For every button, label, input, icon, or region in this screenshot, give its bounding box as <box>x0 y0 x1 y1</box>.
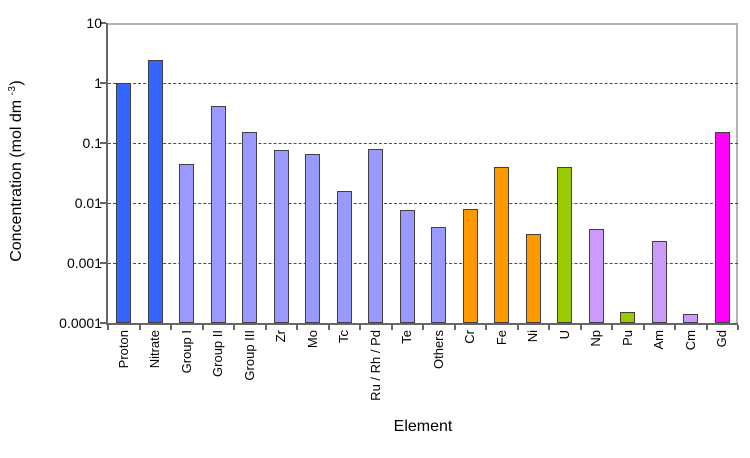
gridline <box>108 263 738 264</box>
y-tick-label: 0.01 <box>74 195 102 211</box>
bar-zr <box>273 150 289 323</box>
x-axis-tick <box>359 325 361 330</box>
category-label-proton: Proton <box>115 330 131 369</box>
y-axis-tick <box>100 202 106 204</box>
y-axis-title-close: ) <box>8 80 25 86</box>
y-tick-label: 10 <box>86 15 102 31</box>
bar-pu <box>620 312 636 323</box>
category-label-nitrate: Nitrate <box>147 330 163 369</box>
x-axis-tick <box>107 325 109 330</box>
y-tick-label: 0.1 <box>82 135 102 151</box>
x-axis-tick <box>201 325 204 330</box>
bar-ni <box>525 234 541 323</box>
bar-group-ii <box>210 105 226 323</box>
x-axis-tick <box>548 325 550 330</box>
bar-others <box>431 226 447 323</box>
x-axis-tick <box>233 325 235 330</box>
y-axis-title-text: Concentration (mol dm <box>8 95 25 262</box>
bar-nitrate <box>147 60 163 323</box>
category-label-group-iii: Group III <box>241 330 257 381</box>
x-axis-tick <box>516 325 519 330</box>
bar-ru-rh-pd <box>368 148 384 323</box>
category-label-fe: Fe <box>493 330 509 346</box>
bar-cm <box>683 314 699 323</box>
category-label-cm: Cm <box>682 330 698 351</box>
category-label-gd: Gd <box>714 330 730 348</box>
y-tick-label: 0.001 <box>66 255 102 271</box>
x-axis-tick <box>296 325 298 330</box>
y-tick-label: 0.0001 <box>59 315 102 331</box>
category-label-group-i: Group I <box>178 330 194 374</box>
x-axis-tick <box>642 325 645 330</box>
y-axis-tick <box>100 142 106 144</box>
x-axis-tick <box>390 325 393 330</box>
category-label-others: Others <box>430 330 446 370</box>
category-label-ni: Ni <box>525 330 541 343</box>
x-axis-tick <box>138 325 141 330</box>
x-axis-tick <box>674 325 676 330</box>
bar-am <box>651 241 667 323</box>
category-label-group-ii: Group II <box>210 330 226 377</box>
y-axis-tick <box>100 262 106 264</box>
bar-te <box>399 210 415 323</box>
x-axis-tick <box>611 325 613 330</box>
y-axis-title: Concentration (mol dm -3) <box>7 21 30 321</box>
category-label-zr: Zr <box>273 330 289 343</box>
x-axis-tick <box>264 325 267 330</box>
gridline <box>108 203 738 204</box>
y-tick-label: 1 <box>94 75 102 91</box>
x-axis-tick <box>737 325 739 330</box>
bar-tc <box>336 190 352 323</box>
y-axis-tick <box>100 82 106 84</box>
y-axis-tick <box>100 22 106 24</box>
category-label-tc: Tc <box>336 330 352 343</box>
y-axis-tick <box>100 322 106 324</box>
bar-np <box>588 228 604 323</box>
plot-area <box>108 23 738 323</box>
x-axis-title: Element <box>393 418 453 435</box>
gridline <box>108 83 738 84</box>
category-label-am: Am <box>651 330 667 350</box>
category-label-pu: Pu <box>619 330 635 346</box>
category-label-te: Te <box>399 330 415 344</box>
y-axis-title-superscript: -3 <box>7 85 18 96</box>
category-label-u: U <box>556 330 572 340</box>
x-axis-tick <box>579 325 582 330</box>
bar-fe <box>494 166 510 323</box>
x-axis-line <box>106 323 738 325</box>
bar-proton <box>116 83 132 323</box>
bar-u <box>557 166 573 323</box>
bar-group-i <box>179 163 195 323</box>
x-axis-tick <box>705 325 708 330</box>
bar-gd <box>714 132 730 323</box>
x-axis-tick <box>453 325 456 330</box>
bar-mo <box>305 153 321 323</box>
category-label-np: Np <box>588 330 604 347</box>
y-axis-line <box>106 23 108 325</box>
x-axis-tick <box>422 325 424 330</box>
gridline <box>108 143 738 144</box>
category-label-ru-rh-pd: Ru / Rh / Pd <box>367 330 383 401</box>
category-label-cr: Cr <box>462 330 478 344</box>
category-label-mo: Mo <box>304 330 320 349</box>
bar-group-iii <box>242 132 258 323</box>
x-axis-tick <box>170 325 172 330</box>
x-axis-tick <box>327 325 330 330</box>
x-axis-tick <box>485 325 487 330</box>
bar-cr <box>462 208 478 323</box>
